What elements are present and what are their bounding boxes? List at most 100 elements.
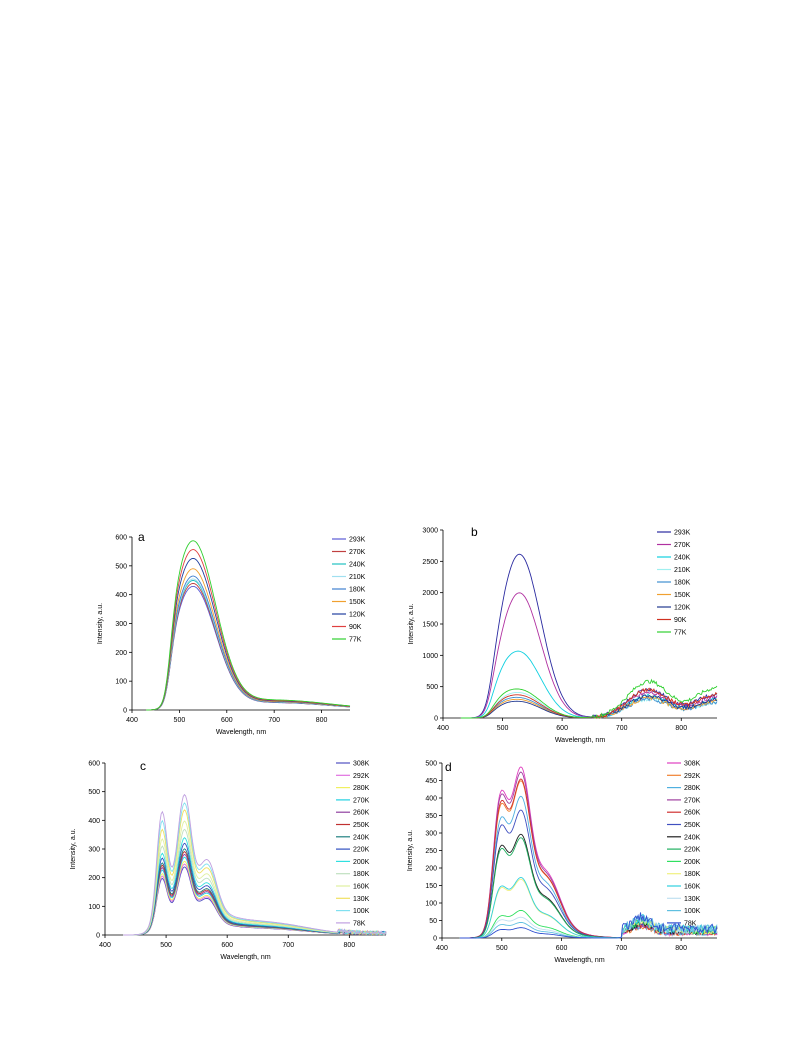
- legend-label: 270K: [674, 542, 691, 549]
- legend-label: 240K: [349, 562, 366, 569]
- legend-label: 280K: [353, 785, 370, 792]
- legend-label: 90K: [349, 624, 362, 631]
- x-tick-label: 400: [99, 942, 111, 949]
- legend-label: 220K: [353, 847, 370, 854]
- legend-label: 180K: [684, 871, 701, 878]
- legend-label: 270K: [684, 797, 701, 804]
- chart-a: 400 500 600 700 800 0 100 200 300 400 500 600 Wavele…: [97, 530, 366, 736]
- series-line: [459, 912, 718, 939]
- series-line: [146, 540, 351, 711]
- legend-label: 180K: [349, 587, 366, 594]
- x-tick-label: 700: [282, 942, 294, 949]
- series-line: [123, 809, 387, 936]
- x-axis-label: Wavelength, nm: [555, 737, 605, 744]
- legend-label: 200K: [684, 859, 701, 866]
- y-tick-label: 350: [425, 813, 437, 820]
- series-line: [123, 820, 387, 936]
- x-tick-label: 500: [497, 725, 509, 732]
- y-axis-label: Intensity, a.u.: [97, 603, 104, 644]
- series-line: [459, 795, 718, 939]
- y-tick-label: 200: [425, 866, 437, 873]
- x-tick-label: 400: [436, 945, 448, 952]
- y-tick-label: 500: [425, 761, 437, 768]
- legend-label: 270K: [353, 797, 370, 804]
- series-line: [146, 568, 351, 711]
- legend-label: 240K: [353, 834, 370, 841]
- legend-label: 260K: [684, 810, 701, 817]
- y-tick-label: 450: [425, 778, 437, 785]
- x-tick-label: 400: [126, 717, 138, 724]
- series-line: [460, 592, 718, 719]
- y-tick-label: 100: [425, 901, 437, 908]
- x-axis-label: Wavelength, nm: [554, 957, 604, 964]
- y-tick-label: 2000: [422, 590, 438, 597]
- x-tick-label: 400: [437, 725, 449, 732]
- y-tick-label: 0: [434, 716, 438, 723]
- y-tick-label: 600: [88, 761, 100, 768]
- legend-label: 100K: [353, 908, 370, 915]
- legend-label: 160K: [353, 884, 370, 891]
- y-tick-label: 2500: [422, 559, 438, 566]
- x-tick-label: 800: [344, 942, 356, 949]
- legend-label: 210K: [349, 574, 366, 581]
- legend-label: 100K: [684, 908, 701, 915]
- y-tick-label: 1000: [422, 653, 438, 660]
- y-tick-label: 150: [425, 883, 437, 890]
- chart-d: 400 500 600 700 800 0 50 100 150 200 250 300 350 400 4…: [407, 760, 718, 964]
- y-tick-label: 200: [115, 650, 127, 657]
- legend-label: 220K: [684, 847, 701, 854]
- legend-label: 308K: [684, 761, 701, 768]
- legend-label: 90K: [674, 617, 687, 624]
- series-line: [146, 585, 351, 711]
- series-line: [123, 802, 387, 936]
- chart-b: 400 500 600 700 800 0 500 1000 1500 2000 2500 3000 W…: [408, 525, 718, 744]
- y-tick-label: 400: [88, 818, 100, 825]
- series-line: [123, 793, 387, 936]
- x-tick-label: 600: [556, 945, 568, 952]
- series-line: [123, 828, 387, 936]
- legend-label: 308K: [353, 761, 370, 768]
- panel-label: b: [471, 525, 478, 539]
- chart-c: 400 500 600 700 800 0 100 200 300 400 500 600 Wavele…: [70, 759, 387, 961]
- panel-label: d: [445, 760, 452, 774]
- x-axis-label: Wavelength, nm: [220, 954, 270, 961]
- x-tick-label: 500: [174, 717, 186, 724]
- legend-label: 180K: [353, 871, 370, 878]
- legend-label: 120K: [349, 612, 366, 619]
- x-tick-label: 600: [221, 942, 233, 949]
- x-tick-label: 700: [616, 945, 628, 952]
- legend-label: 160K: [684, 884, 701, 891]
- legend-label: 260K: [353, 810, 370, 817]
- series-line: [146, 578, 350, 711]
- y-tick-label: 250: [425, 848, 437, 855]
- y-axis-label: Intensity, a.u.: [70, 828, 77, 869]
- y-tick-label: 3000: [422, 528, 438, 535]
- x-tick-label: 600: [221, 717, 233, 724]
- legend-label: 77K: [674, 630, 687, 637]
- panel-b: 400 500 600 700 800 0 500 1000 1500 2000 2500 3000 W…: [395, 520, 735, 745]
- y-tick-label: 0: [433, 936, 437, 943]
- panel-label: a: [138, 530, 145, 544]
- y-axis-label: Intensity, a.u.: [408, 603, 415, 644]
- y-tick-label: 300: [115, 621, 127, 628]
- y-tick-label: 400: [425, 796, 437, 803]
- legend-label: 292K: [684, 773, 701, 780]
- x-tick-label: 500: [496, 945, 508, 952]
- legend-label: 130K: [353, 896, 370, 903]
- x-tick-label: 700: [616, 725, 628, 732]
- panel-label: c: [140, 759, 146, 773]
- x-tick-label: 800: [316, 717, 328, 724]
- y-tick-label: 500: [88, 789, 100, 796]
- legend-label: 77K: [349, 637, 362, 644]
- legend-label: 240K: [674, 555, 691, 562]
- y-tick-label: 0: [96, 933, 100, 940]
- x-tick-label: 800: [675, 945, 687, 952]
- y-tick-label: 500: [115, 563, 127, 570]
- y-tick-label: 600: [115, 535, 127, 542]
- legend-label: 210K: [674, 567, 691, 574]
- x-axis-label: Wavelength, nm: [216, 729, 266, 736]
- y-tick-label: 0: [123, 708, 127, 715]
- y-tick-label: 300: [88, 847, 100, 854]
- legend-label: 78K: [353, 920, 366, 927]
- legend-label: 270K: [349, 549, 366, 556]
